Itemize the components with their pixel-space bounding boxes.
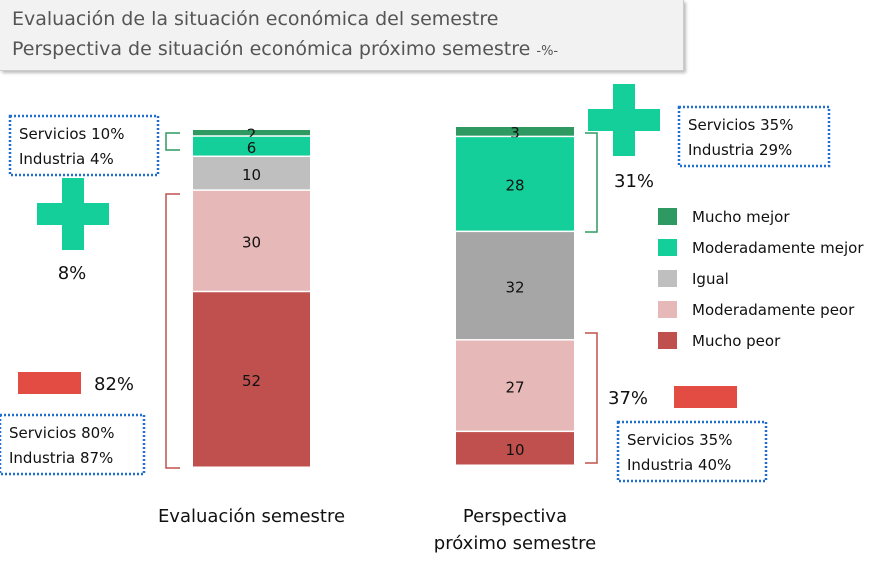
bar-value-label: 10 (242, 166, 261, 184)
title-suffix: -%- (536, 44, 559, 59)
bar-segment (456, 432, 574, 465)
bracket-positive-eval (165, 132, 180, 151)
bar-segment (193, 157, 310, 190)
bar-value-label: 32 (505, 278, 524, 296)
box-line: Servicios 10% (19, 125, 124, 143)
legend-label: Igual (692, 270, 729, 288)
box-line: Industria 40% (627, 456, 731, 474)
bar-value-label: 6 (247, 139, 257, 157)
negative-breakdown-box-eval (0, 413, 146, 476)
positive-breakdown-box-eval (8, 114, 160, 177)
title-line-1: Evaluación de la situación económica del… (12, 8, 499, 30)
title-line-2-text: Perspectiva de situación económica próxi… (12, 38, 531, 60)
bar-value-label: 30 (242, 234, 261, 252)
legend-label: Moderadamente mejor (692, 239, 864, 257)
negative-total-persp: 37% (608, 388, 648, 409)
box-line: Servicios 80% (9, 424, 114, 442)
category-label: Evaluación semestre (158, 506, 345, 527)
positive-total-persp: 31% (614, 171, 654, 192)
bar-value-label: 10 (505, 441, 524, 459)
plus-icon (37, 178, 109, 250)
bar-segment (193, 292, 310, 467)
box-line: Servicios 35% (627, 431, 732, 449)
negative-total-eval: 82% (94, 374, 134, 395)
minus-icon (674, 386, 737, 408)
box-line: Industria 29% (688, 141, 792, 159)
bracket-negative-persp (585, 332, 598, 464)
bar-value-label: 27 (505, 378, 524, 396)
negative-breakdown-box-persp (616, 420, 768, 483)
bar-segment (193, 190, 310, 291)
title-box: Evaluación de la situación económica del… (0, 0, 684, 71)
legend-swatch (658, 239, 677, 256)
box-line: Industria 87% (9, 449, 113, 467)
bar-value-label: 52 (242, 372, 261, 390)
bracket-positive-persp (585, 132, 598, 233)
minus-icon (18, 372, 81, 394)
title-line-2: Perspectiva de situación económica próxi… (12, 38, 558, 60)
positive-total-eval: 8% (58, 263, 87, 284)
bar-segment (456, 127, 574, 136)
plus-icon (588, 84, 660, 156)
legend-swatch (658, 332, 677, 349)
legend-swatch (658, 208, 677, 225)
bar-segment (193, 136, 310, 156)
bar-segment (456, 340, 574, 431)
category-label: Perspectiva (463, 506, 567, 527)
legend-label: Mucho peor (692, 332, 781, 350)
legend-label: Mucho mejor (692, 208, 790, 226)
bar-value-label: 2 (247, 125, 257, 143)
box-line: Servicios 35% (688, 116, 793, 134)
bracket-negative-eval (165, 193, 180, 469)
bar-value-label: 3 (510, 124, 520, 142)
bar-segment (456, 232, 574, 340)
category-label: próximo semestre (434, 533, 596, 554)
bar-value-label: 28 (505, 177, 524, 195)
positive-breakdown-box-persp (677, 105, 831, 168)
bar-segment (456, 137, 574, 231)
legend-swatch (658, 301, 677, 318)
box-line: Industria 4% (19, 150, 114, 168)
bar-segment (193, 130, 310, 136)
legend-label: Moderadamente peor (692, 301, 855, 319)
legend-swatch (658, 270, 677, 287)
